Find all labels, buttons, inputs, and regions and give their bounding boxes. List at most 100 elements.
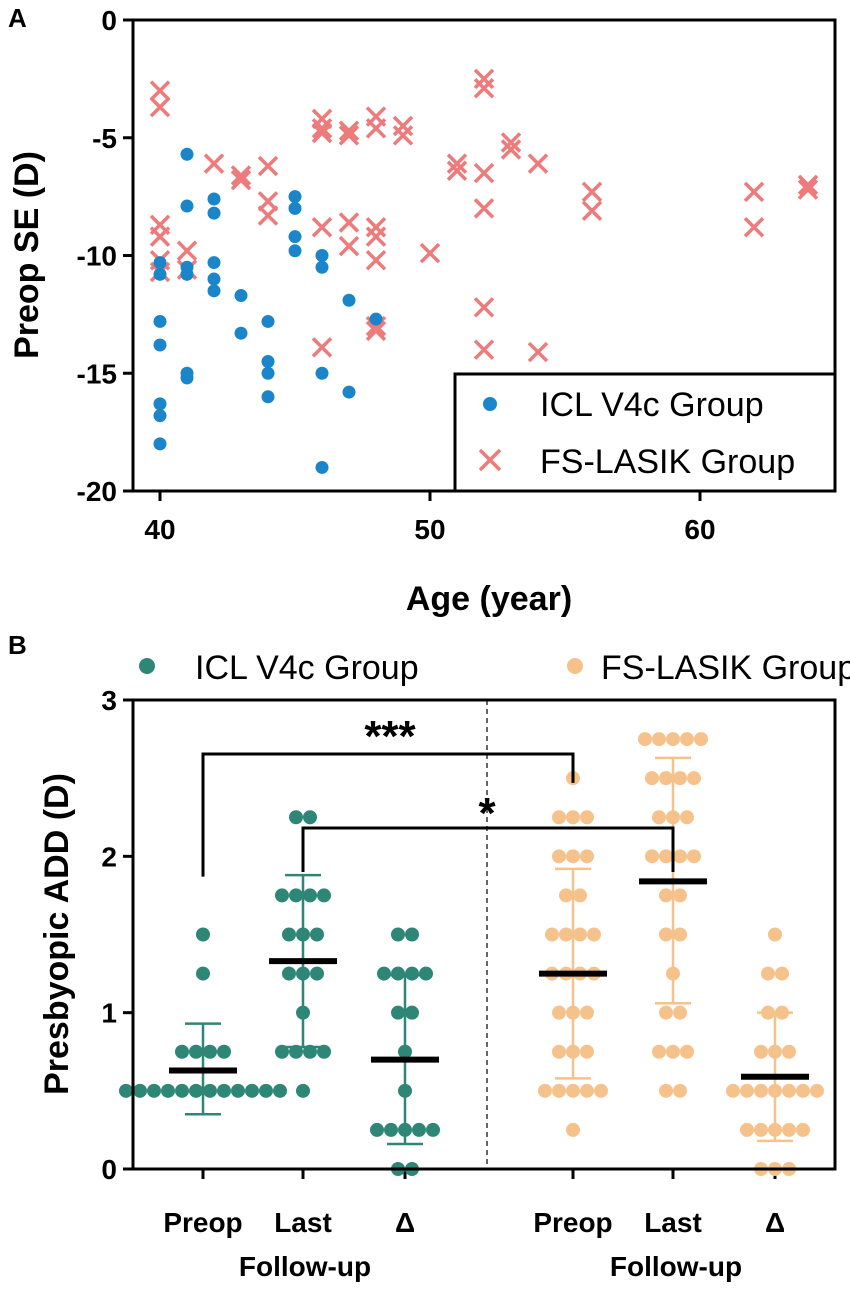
data-point-icl [426,1122,440,1137]
data-point-icl [153,267,167,281]
legend-x-icon [478,448,502,472]
data-point-icl [175,1083,189,1098]
data-point-fs-lasik [680,1044,694,1059]
data-point-fs-lasik [311,217,333,238]
data-point-fs-lasik [581,181,603,203]
data-point-icl [133,1083,147,1098]
data-point-fs-lasik [473,339,495,360]
data-point-fs-lasik [743,181,765,203]
data-point-fs-lasik [473,297,495,318]
category-label: Preop [533,1207,612,1238]
data-point-fs-lasik [365,118,387,139]
data-point-fs-lasik [473,162,495,184]
data-point-fs-lasik [446,153,468,174]
data-point-fs-lasik [149,226,171,247]
category-sublabel: Follow-up [610,1251,742,1282]
data-point-fs-lasik [500,139,522,160]
data-point-fs-lasik [726,1083,740,1098]
data-point-fs-lasik [796,1083,810,1098]
data-point-icl [282,966,296,981]
data-point-fs-lasik [365,226,387,247]
data-point-fs-lasik [782,1083,796,1098]
category-label: Last [274,1207,332,1238]
data-point-fs-lasik [176,240,198,262]
data-point-fs-lasik [580,810,594,825]
data-point-fs-lasik [652,810,666,825]
data-point-icl [261,354,275,368]
panel-a-x-axis-title: Age (year) [406,580,572,618]
data-point-icl [310,927,324,942]
y-tick-label: 0 [101,1154,117,1185]
data-point-icl [175,1044,189,1059]
data-point-icl [391,927,405,942]
data-point-fs-lasik [545,927,559,942]
data-point-fs-lasik [149,96,171,118]
y-tick-label: 0 [101,5,117,36]
data-point-fs-lasik [673,927,687,942]
data-point-fs-lasik [552,1044,566,1059]
panel-a-y-axis-title: Preop SE (D) [8,151,46,359]
data-point-icl [261,366,275,380]
data-point-fs-lasik [810,1083,824,1098]
x-tick-label: 50 [414,514,445,545]
data-point-icl [153,409,167,423]
legend-label-fs-lasik: FS-LASIK Group [540,443,795,481]
data-point-icl [203,1044,217,1059]
data-point-fs-lasik [581,200,603,221]
data-point-fs-lasik [473,68,495,90]
data-point-fs-lasik [796,1122,810,1137]
data-point-icl [315,460,329,474]
panel-a-legend-box [453,372,837,493]
category-label: Δ [765,1207,785,1238]
data-point-icl [180,267,194,281]
y-tick-label: -15 [77,358,117,389]
data-point-icl [153,256,167,270]
data-point-fs-lasik [311,122,333,144]
data-point-icl [153,397,167,411]
data-point-icl [153,437,167,451]
y-tick-label: -5 [92,123,117,154]
data-point-icl [275,888,289,903]
data-point-icl [245,1083,259,1098]
data-point-fs-lasik [338,120,360,141]
data-point-fs-lasik [338,235,360,257]
data-point-icl [289,888,303,903]
legend-marker-icl [139,658,155,674]
data-point-icl [234,289,248,303]
data-point-fs-lasik [580,1083,594,1098]
data-point-fs-lasik [473,78,495,99]
data-point-icl [147,1083,161,1098]
data-point-icl [289,810,303,825]
data-point-icl [261,390,275,404]
data-point-icl [153,338,167,352]
data-point-fs-lasik [659,771,673,786]
data-point-icl [370,1122,384,1137]
data-point-icl [315,249,329,262]
data-point-fs-lasik [687,771,701,786]
data-point-icl [203,1083,217,1098]
category-label: Δ [395,1207,415,1238]
data-point-fs-lasik [552,1005,566,1020]
data-point-fs-lasik [538,1083,552,1098]
data-point-fs-lasik [740,1122,754,1137]
legend-label-icl: ICL V4c Group [195,649,419,687]
panel-b-label: B [8,630,27,660]
data-point-fs-lasik [559,927,573,942]
legend-marker-icl [483,397,497,411]
data-point-icl [419,966,433,981]
data-point-icl [153,314,167,328]
data-point-icl [207,272,221,286]
data-point-icl [384,1122,398,1137]
data-point-icl [288,244,302,258]
data-point-icl [282,927,296,942]
panel-b-plot-frame [131,698,837,1171]
data-point-fs-lasik [687,849,701,864]
data-point-fs-lasik [754,1122,768,1137]
data-point-fs-lasik [446,160,468,181]
data-point-icl [273,1083,287,1098]
data-point-icl [196,966,210,981]
data-point-icl [288,230,302,244]
data-point-icl [207,256,221,270]
data-point-fs-lasik [680,732,694,747]
